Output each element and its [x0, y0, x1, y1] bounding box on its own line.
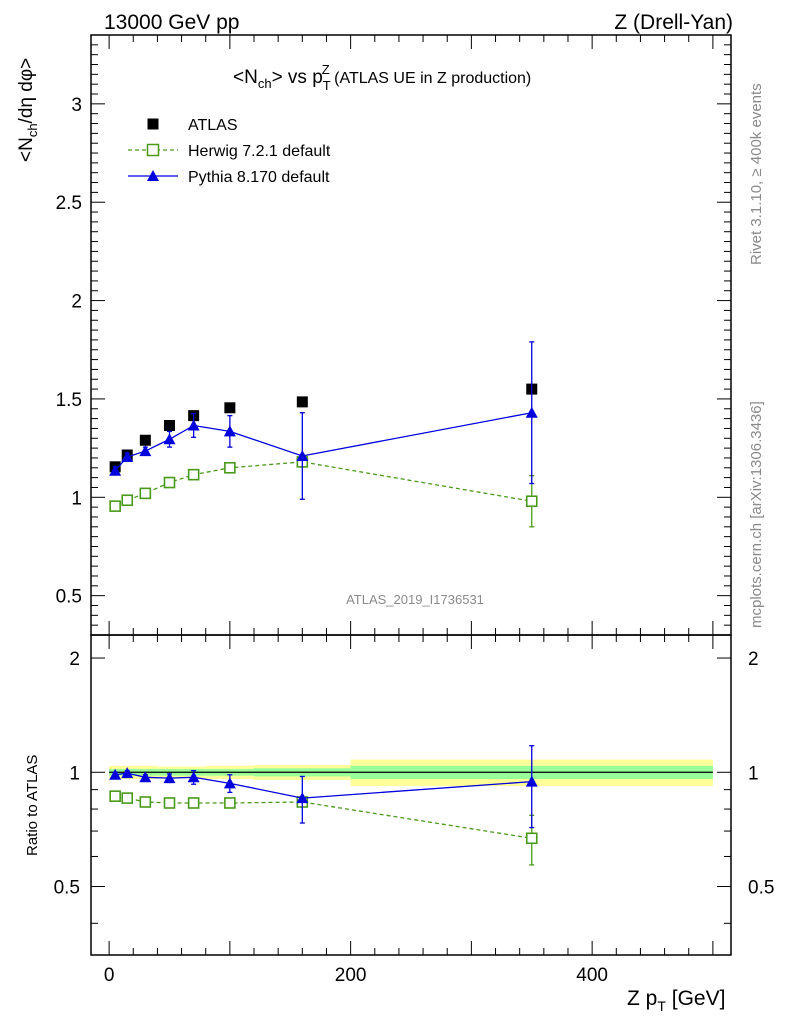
title-pre: <N: [233, 67, 258, 88]
legend-pythia-marker: [147, 170, 159, 181]
ratio-pythia-8-170-default-point: [525, 775, 538, 787]
legend-pythia-label: Pythia 8.170 default: [188, 169, 330, 186]
main-panel: ATLAS_2019_I1736531 0.511.522.53 <Nch> v…: [16, 34, 732, 636]
main-y-tick-label: 3: [71, 95, 82, 116]
ratio-herwig-7-2-1-default-line: [115, 795, 532, 839]
legend-item-herwig: Herwig 7.2.1 default: [128, 143, 331, 160]
ratio-frame: [90, 634, 732, 956]
ratio-y-tick-label-right: 1: [748, 763, 759, 784]
main-atlas-point: [296, 396, 308, 408]
main-ylabel: <Nch/dη dφ>: [16, 58, 40, 162]
ratio-pythia-8-170-default-point: [296, 792, 309, 804]
x-tick-label: 400: [576, 965, 608, 986]
main-atlas-point: [163, 419, 175, 431]
ratio-y-tick-label-left: 0.5: [54, 878, 80, 899]
mcplots-info: mcplots.cern.ch [arXiv:1306.3436]: [748, 401, 765, 628]
ratio-pythia-8-170-default-point: [139, 771, 152, 783]
main-pythia-8-170-default-point: [139, 445, 152, 457]
ratio-pythia-8-170-default-point: [109, 768, 122, 780]
main-herwig-7-2-1-default-point: [139, 487, 152, 500]
ratio-pythia-8-170-default-point: [121, 767, 134, 779]
ratio-pythia-8-170-default-point: [163, 772, 176, 784]
main-herwig-7-2-1-default-point: [187, 468, 200, 481]
legend-herwig-marker: [146, 143, 160, 157]
title-sup2: Z: [322, 62, 330, 77]
main-herwig-7-2-1-default-point: [121, 494, 134, 507]
main-pythia-8-170-default-point: [121, 450, 134, 462]
legend-herwig-label: Herwig 7.2.1 default: [188, 143, 331, 160]
ylabel-a: <N: [16, 137, 37, 162]
header-right: Z (Drell-Yan): [614, 11, 733, 34]
main-y-tick-label: 2: [71, 292, 82, 313]
rivet-info: Rivet 3.1.10, ≥ 400k events: [748, 83, 765, 265]
main-y-tick-label: 1.5: [56, 390, 82, 411]
ratio-panel: 0.5 0.5 1 1 2 2 0 200 400 Ratio to ATLAS Z pT […: [24, 634, 774, 1014]
ratio-y-tick-label-right: 0.5: [748, 878, 774, 899]
xlabel-b: [GeV]: [666, 987, 726, 1010]
x-tick-label: 0: [104, 965, 115, 986]
header-left: 13000 GeV pp: [104, 11, 239, 34]
title-sub2: T: [323, 78, 331, 93]
main-pythia-8-170-default-line: [114, 412, 532, 472]
ratio-y-tick-label-left: 2: [69, 649, 80, 670]
ratio-y-tick-label-right: 2: [748, 649, 759, 670]
ratio-y-tick-label-left: 1: [69, 763, 80, 784]
x-tick-label: 200: [335, 965, 367, 986]
ratio-ylabel: Ratio to ATLAS: [24, 755, 41, 856]
main-herwig-7-2-1-default-point: [525, 495, 538, 508]
main-atlas-point: [224, 402, 236, 414]
legend-item-atlas: ATLAS: [147, 117, 238, 134]
ratio-herwig-7-2-1-default-point: [139, 796, 152, 808]
ylabel-sub: ch: [25, 123, 40, 137]
main-y-tick-label: 1: [71, 488, 82, 509]
xlabel-sub: T: [657, 998, 666, 1014]
main-y-tick-label: 0.5: [56, 587, 82, 608]
legend-item-pythia: Pythia 8.170 default: [128, 169, 330, 186]
legend: ATLAS Herwig 7.2.1 default Pythia 8.170 …: [128, 117, 331, 186]
main-title: <Nch> vs pTZ (ATLAS UE in Z production): [233, 62, 531, 93]
main-herwig-7-2-1-default-point: [163, 476, 176, 489]
ratio-herwig-7-2-1-default-point: [187, 797, 200, 809]
main-pythia-8-170-default-point: [296, 449, 309, 461]
ratio-herwig-7-2-1-default-point: [525, 832, 538, 845]
main-pythia-8-170-default-point: [187, 419, 200, 431]
ratio-pythia-8-170-default-point: [187, 771, 200, 783]
ratio-herwig-7-2-1-default-point: [109, 790, 121, 802]
ratio-herwig-7-2-1-default-point: [224, 797, 236, 809]
ylabel-b: /dη dφ>: [16, 58, 37, 124]
main-herwig-7-2-1-default-point: [224, 461, 236, 474]
main-herwig-7-2-1-default-line: [114, 461, 532, 507]
main-pythia-8-170-default-point: [223, 425, 236, 437]
title-post: (ATLAS UE in Z production): [330, 70, 532, 87]
watermark: ATLAS_2019_I1736531: [346, 592, 484, 607]
main-y-tick-label: 2.5: [56, 193, 82, 214]
main-pythia-8-170-default-point: [525, 406, 538, 418]
ratio-herwig-7-2-1-default-point: [163, 797, 176, 809]
main-frame: [90, 34, 732, 636]
main-herwig-7-2-1-default-point: [109, 500, 121, 512]
main-atlas-point: [139, 434, 151, 446]
legend-atlas-label: ATLAS: [188, 117, 238, 134]
legend-atlas-marker: [147, 118, 159, 130]
title-mid: > vs p: [272, 67, 323, 88]
ratio-pythia-8-170-default-point: [223, 777, 236, 789]
title-sub1: ch: [258, 76, 272, 91]
x-axis-label: Z pT [GeV]: [627, 987, 725, 1014]
main-pythia-8-170-default-point: [163, 433, 176, 445]
ratio-herwig-7-2-1-default-point: [121, 792, 134, 804]
main-pythia-8-170-default-point: [109, 464, 122, 476]
xlabel-a: Z p: [627, 987, 657, 1010]
